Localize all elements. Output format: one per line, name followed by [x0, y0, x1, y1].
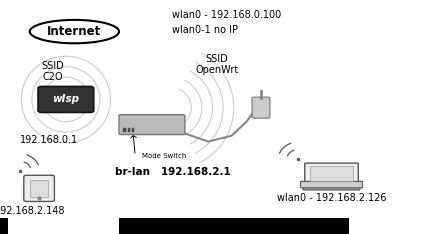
Bar [132, 128, 134, 132]
FancyBboxPatch shape [252, 97, 270, 118]
Text: 192.168.2.148: 192.168.2.148 [0, 206, 65, 216]
Bar [128, 128, 130, 132]
FancyBboxPatch shape [38, 87, 94, 113]
Text: 192.168.0.1: 192.168.0.1 [20, 135, 78, 145]
Text: Mode Switch: Mode Switch [142, 153, 187, 159]
Bar [0, 218, 8, 234]
Bar [123, 128, 126, 132]
FancyBboxPatch shape [300, 181, 363, 188]
FancyBboxPatch shape [24, 175, 54, 201]
Text: wlan0 - 192.168.2.126: wlan0 - 192.168.2.126 [277, 193, 386, 203]
FancyBboxPatch shape [305, 163, 358, 184]
Bar [119, 218, 348, 234]
Text: SSID
OpenWrt: SSID OpenWrt [195, 54, 238, 75]
Text: wIsp: wIsp [52, 95, 79, 104]
Text: SSID
C2O: SSID C2O [42, 61, 65, 82]
FancyBboxPatch shape [30, 180, 48, 197]
Text: Internet: Internet [47, 25, 102, 38]
FancyBboxPatch shape [310, 166, 353, 181]
Text: wlan0-1 no IP: wlan0-1 no IP [172, 26, 238, 35]
FancyBboxPatch shape [303, 186, 360, 190]
Text: br-lan   192.168.2.1: br-lan 192.168.2.1 [115, 167, 230, 177]
Text: wlan0 - 192.168.0.100: wlan0 - 192.168.0.100 [172, 10, 281, 20]
FancyBboxPatch shape [119, 115, 185, 135]
